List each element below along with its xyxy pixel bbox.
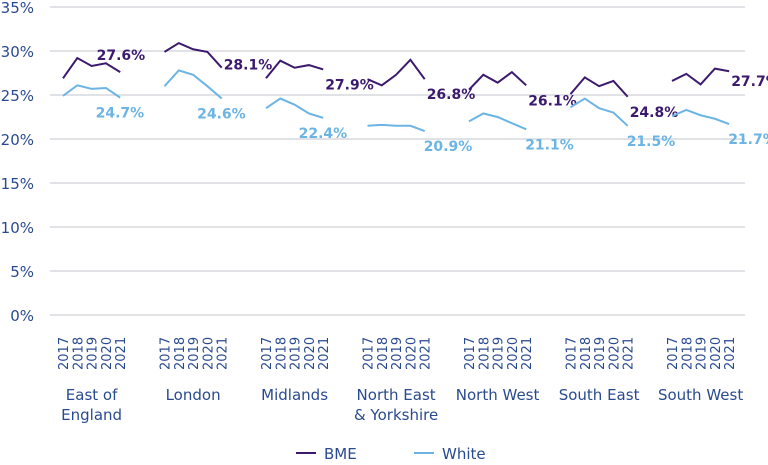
x-tick-label-year: 2019 xyxy=(695,337,710,370)
data-label-white: 21.5% xyxy=(627,134,676,150)
series-line-white xyxy=(671,108,730,125)
category-label: North East xyxy=(357,386,436,404)
data-label-bme: 27.6% xyxy=(97,48,146,64)
legend-label-white: White xyxy=(442,445,486,463)
x-tick-label-year: 2017 xyxy=(260,337,275,370)
x-tick-label-year: 2018 xyxy=(173,337,188,370)
x-tick-label-year: 2019 xyxy=(86,337,101,370)
x-tick-label-year: 2021 xyxy=(520,337,535,370)
x-tick-label-year: 2020 xyxy=(709,337,724,370)
x-tick-label-year: 2020 xyxy=(201,337,216,370)
x-tick-label-year: 2018 xyxy=(71,337,86,370)
data-label-bme: 28.1% xyxy=(224,58,273,74)
series-line-bme xyxy=(468,70,527,91)
y-tick-label: 15% xyxy=(1,175,34,193)
series-line-bme xyxy=(62,56,121,79)
x-tick-label-year: 2018 xyxy=(376,337,391,370)
x-tick-label-year: 2017 xyxy=(565,337,580,370)
x-tick-label-year: 2021 xyxy=(114,337,129,370)
x-tick-label-year: 2019 xyxy=(593,337,608,370)
y-tick-label: 10% xyxy=(1,219,34,237)
x-tick-label-year: 2021 xyxy=(317,337,332,370)
series-line-bme xyxy=(671,67,730,86)
data-label-bme: 24.8% xyxy=(630,105,679,121)
y-tick-label: 30% xyxy=(1,43,34,61)
category-label: Midlands xyxy=(261,386,328,404)
x-tick-label-year: 2021 xyxy=(723,337,738,370)
x-tick-label-year: 2018 xyxy=(579,337,594,370)
x-tick-label-year: 2019 xyxy=(492,337,507,370)
series-line-bme xyxy=(569,76,629,98)
series-line-white xyxy=(468,112,527,131)
category-label: South West xyxy=(658,386,743,404)
series-line-bme xyxy=(265,59,324,79)
series-line-bme xyxy=(367,58,426,87)
x-tick-label-year: 2020 xyxy=(303,337,318,370)
category-label: & Yorkshire xyxy=(354,406,438,424)
x-tick-label-year: 2017 xyxy=(463,337,478,370)
x-tick-label-year: 2018 xyxy=(274,337,289,370)
data-label-white: 24.6% xyxy=(197,107,246,123)
data-label-white: 21.1% xyxy=(525,137,574,153)
data-label-bme: 26.8% xyxy=(427,87,476,103)
series-line-bme xyxy=(163,41,223,69)
x-tick-label-year: 2019 xyxy=(390,337,405,370)
data-label-white: 20.9% xyxy=(424,139,473,155)
x-tick-label-year: 2020 xyxy=(404,337,419,370)
series-line-white xyxy=(163,69,223,100)
series-line-white xyxy=(569,97,629,127)
x-tick-label-year: 2017 xyxy=(159,337,174,370)
x-tick-label-year: 2017 xyxy=(666,337,681,370)
legend-label-bme: BME xyxy=(324,445,357,463)
x-tick-label-year: 2021 xyxy=(419,337,434,370)
series-line-white xyxy=(367,123,426,133)
category-label: England xyxy=(61,406,122,424)
x-tick-label-year: 2018 xyxy=(680,337,695,370)
x-tick-label-year: 2017 xyxy=(362,337,377,370)
data-label-white: 22.4% xyxy=(299,126,348,142)
data-label-bme: 27.9% xyxy=(325,77,374,93)
x-tick-label-year: 2019 xyxy=(289,337,304,370)
x-tick-label-year: 2017 xyxy=(57,337,72,370)
x-tick-label-year: 2018 xyxy=(477,337,492,370)
x-tick-label-year: 2019 xyxy=(187,337,202,370)
category-label: North West xyxy=(456,386,540,404)
category-label: South East xyxy=(559,386,640,404)
category-label: London xyxy=(166,386,221,404)
y-tick-label: 0% xyxy=(10,307,34,325)
x-tick-label-year: 2021 xyxy=(216,337,231,370)
y-tick-label: 5% xyxy=(10,263,34,281)
y-tick-label: 25% xyxy=(1,87,34,105)
series-line-white xyxy=(62,84,121,99)
category-label: East of xyxy=(66,386,118,404)
x-tick-label-year: 2020 xyxy=(506,337,521,370)
x-tick-label-year: 2020 xyxy=(100,337,115,370)
series-line-white xyxy=(265,97,324,119)
y-tick-label: 20% xyxy=(1,131,34,149)
data-label-bme: 27.7% xyxy=(731,74,768,90)
data-label-white: 21.7% xyxy=(728,132,768,148)
y-tick-label: 35% xyxy=(1,0,34,17)
x-tick-label-year: 2020 xyxy=(607,337,622,370)
x-tick-label-year: 2021 xyxy=(622,337,637,370)
data-label-bme: 26.1% xyxy=(528,93,577,109)
data-label-white: 24.7% xyxy=(96,106,145,122)
